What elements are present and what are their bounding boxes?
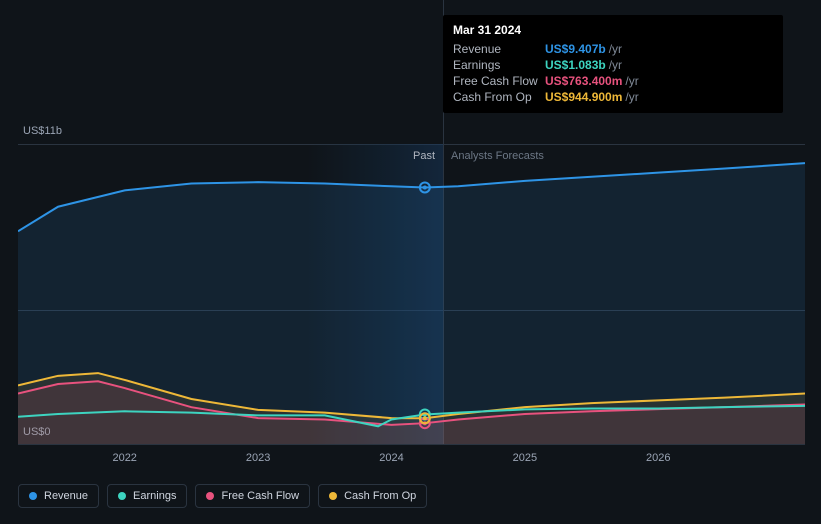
- tooltip-value: US$763.400m: [545, 74, 622, 88]
- legend-dot-icon: [206, 492, 214, 500]
- tooltip-value: US$1.083b: [545, 58, 606, 72]
- tooltip-row: Cash From OpUS$944.900m/yr: [453, 89, 773, 105]
- tooltip-suffix: /yr: [609, 42, 622, 56]
- legend-label: Cash From Op: [344, 490, 416, 502]
- tooltip-suffix: /yr: [625, 74, 638, 88]
- tooltip-label: Revenue: [453, 42, 545, 56]
- legend-dot-icon: [329, 492, 337, 500]
- tooltip-suffix: /yr: [625, 90, 638, 104]
- legend-item-free_cash_flow[interactable]: Free Cash Flow: [195, 484, 310, 508]
- y-axis-label-top: US$11b: [23, 125, 62, 137]
- legend-label: Revenue: [44, 490, 88, 502]
- x-tick-label: 2022: [100, 452, 150, 464]
- tooltip-label: Cash From Op: [453, 90, 545, 104]
- x-tick-label: 2023: [233, 452, 283, 464]
- tooltip-date: Mar 31 2024: [453, 23, 773, 37]
- legend-dot-icon: [29, 492, 37, 500]
- legend-label: Earnings: [133, 490, 176, 502]
- tooltip-label: Earnings: [453, 58, 545, 72]
- chart-tooltip: Mar 31 2024 RevenueUS$9.407b/yrEarningsU…: [443, 15, 783, 113]
- x-tick-label: 2025: [500, 452, 550, 464]
- legend-item-earnings[interactable]: Earnings: [107, 484, 187, 508]
- tooltip-row: EarningsUS$1.083b/yr: [453, 57, 773, 73]
- x-tick-label: 2024: [366, 452, 416, 464]
- tooltip-row: Free Cash FlowUS$763.400m/yr: [453, 73, 773, 89]
- tooltip-label: Free Cash Flow: [453, 74, 545, 88]
- legend-label: Free Cash Flow: [221, 490, 299, 502]
- legend-item-cash_from_op[interactable]: Cash From Op: [318, 484, 427, 508]
- tooltip-suffix: /yr: [609, 58, 622, 72]
- tooltip-value: US$9.407b: [545, 42, 606, 56]
- legend-dot-icon: [118, 492, 126, 500]
- tooltip-row: RevenueUS$9.407b/yr: [453, 41, 773, 57]
- x-axis-line: [18, 444, 805, 445]
- tooltip-value: US$944.900m: [545, 90, 622, 104]
- chart-svg[interactable]: [18, 144, 805, 444]
- legend-item-revenue[interactable]: Revenue: [18, 484, 99, 508]
- x-tick-label: 2026: [633, 452, 683, 464]
- chart-legend: Revenue Earnings Free Cash Flow Cash From O…: [18, 484, 427, 508]
